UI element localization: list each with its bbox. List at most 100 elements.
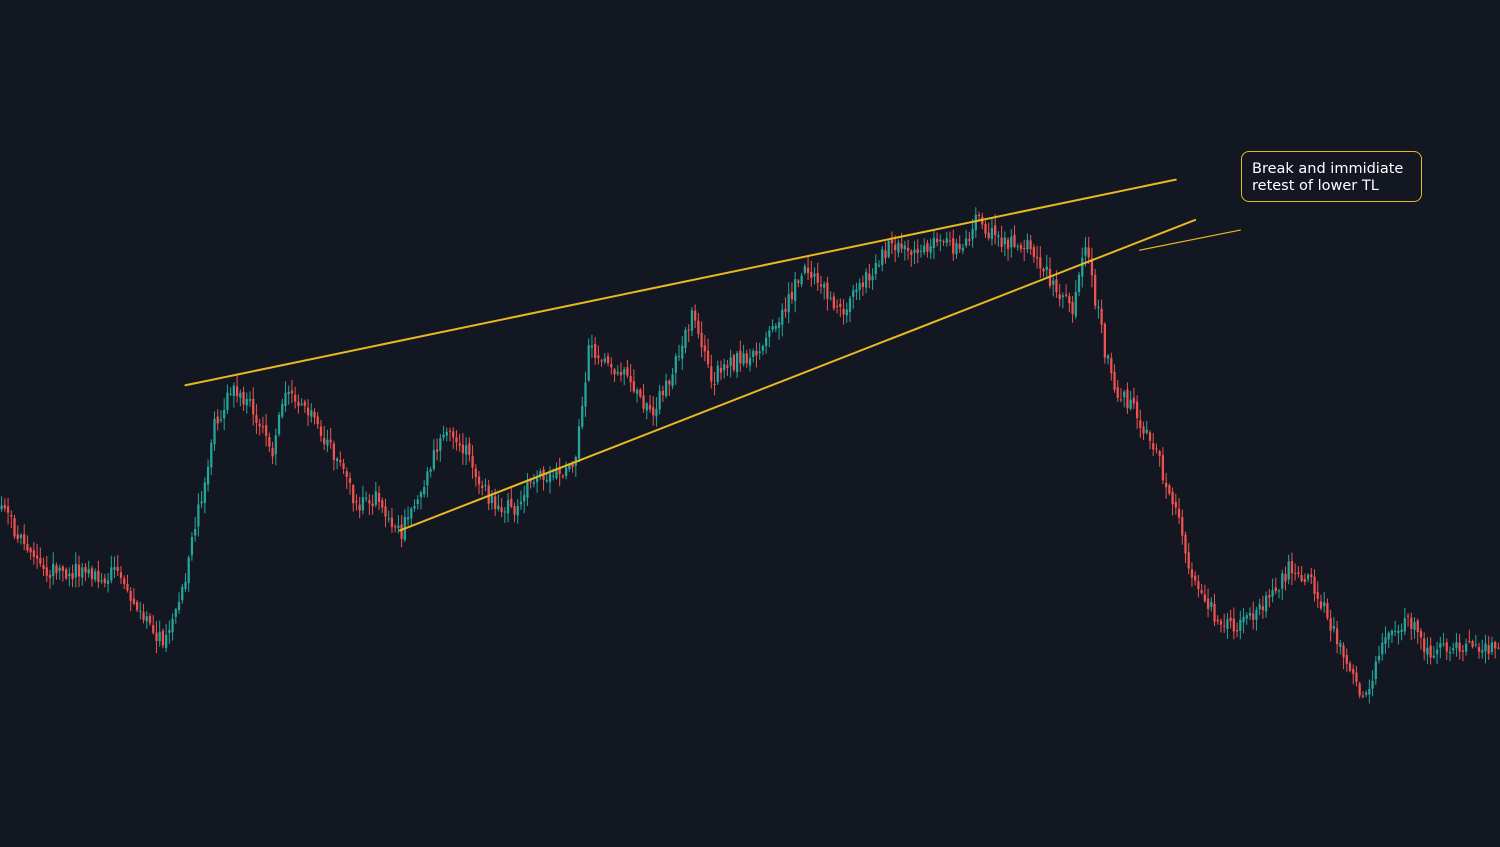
candle xyxy=(148,613,152,626)
candle-body xyxy=(148,615,152,624)
candle-body xyxy=(648,405,652,410)
candle xyxy=(1129,391,1132,411)
candle xyxy=(310,403,313,423)
candle-body xyxy=(100,580,103,582)
candle-body xyxy=(919,250,923,252)
candle xyxy=(1468,629,1471,644)
candle-body xyxy=(290,390,294,394)
candle xyxy=(1365,690,1368,698)
candle-body xyxy=(681,345,684,359)
candle-body xyxy=(926,242,929,252)
candle-body xyxy=(13,518,16,537)
candle-body xyxy=(145,616,148,622)
candle-body xyxy=(665,380,668,397)
candle xyxy=(603,352,606,365)
candle xyxy=(1113,364,1116,393)
candle xyxy=(1029,234,1032,255)
candle xyxy=(671,367,674,390)
candle-body xyxy=(645,403,648,411)
candle xyxy=(1023,239,1026,262)
candle xyxy=(290,380,294,403)
candle xyxy=(506,492,510,523)
candle-body xyxy=(248,399,252,401)
candle-body xyxy=(635,389,639,394)
candle-body xyxy=(158,632,161,642)
candle-body xyxy=(513,506,516,515)
candle xyxy=(423,480,426,498)
candle xyxy=(706,338,710,368)
candle-body xyxy=(132,598,135,604)
candle xyxy=(113,556,116,578)
candle-body xyxy=(539,471,542,476)
candle-body xyxy=(432,450,435,469)
candle-body xyxy=(265,425,268,437)
candle-body xyxy=(503,511,506,513)
candle-body xyxy=(319,426,323,436)
candle xyxy=(1255,606,1258,631)
candle-body xyxy=(1100,308,1103,325)
candle-body xyxy=(1258,604,1261,610)
candle xyxy=(197,493,200,537)
candle xyxy=(1035,245,1039,269)
candle xyxy=(890,231,894,254)
candle xyxy=(1374,655,1377,685)
candle xyxy=(935,232,939,247)
candle-body xyxy=(123,578,126,585)
candle xyxy=(268,432,271,452)
candle xyxy=(1100,299,1103,334)
candle-body xyxy=(497,505,500,509)
candle xyxy=(381,497,384,513)
candle-body xyxy=(1252,613,1255,620)
candle-body xyxy=(1435,649,1439,655)
candle xyxy=(623,366,626,386)
candle-body xyxy=(406,517,410,520)
candle xyxy=(648,394,652,413)
candle xyxy=(1184,531,1187,564)
candle xyxy=(510,486,513,509)
candle xyxy=(1290,552,1294,586)
candle-body xyxy=(1329,618,1332,631)
candle xyxy=(1194,571,1197,586)
candle-body xyxy=(58,567,61,571)
candle xyxy=(745,349,748,368)
candle-body xyxy=(1326,603,1329,619)
candle xyxy=(1032,244,1035,263)
candle-body xyxy=(394,526,397,528)
candle-body xyxy=(913,249,916,253)
candle-body xyxy=(939,239,942,242)
candle xyxy=(365,491,368,502)
candle-body xyxy=(561,475,565,477)
candle-body xyxy=(819,284,823,287)
candle-body xyxy=(448,430,452,432)
candle-body xyxy=(1448,651,1452,654)
candle xyxy=(1416,618,1419,644)
candle-body xyxy=(239,392,242,398)
candle xyxy=(1455,633,1458,657)
candle xyxy=(223,398,226,431)
candle xyxy=(1045,254,1048,277)
candle xyxy=(768,326,771,348)
candle xyxy=(1110,352,1113,381)
candle xyxy=(1471,639,1474,649)
candle xyxy=(668,379,671,397)
candle-body xyxy=(16,534,19,540)
candle xyxy=(1481,639,1484,659)
candle-body xyxy=(1497,647,1500,649)
candle xyxy=(229,387,232,396)
candle xyxy=(1329,609,1332,642)
candle-body xyxy=(487,485,490,504)
candle-body xyxy=(113,567,116,570)
candle-body xyxy=(26,543,29,551)
candle xyxy=(1439,636,1442,659)
candle-body xyxy=(1455,642,1458,649)
candle-body xyxy=(1123,391,1126,398)
candle-body xyxy=(1135,401,1139,418)
candle xyxy=(939,234,942,252)
candle-body xyxy=(519,501,523,505)
candle xyxy=(1123,390,1126,408)
candle xyxy=(1390,629,1394,644)
candle-body xyxy=(1300,574,1303,581)
candle xyxy=(68,567,71,587)
candle xyxy=(539,468,542,480)
candle-body xyxy=(629,375,632,383)
